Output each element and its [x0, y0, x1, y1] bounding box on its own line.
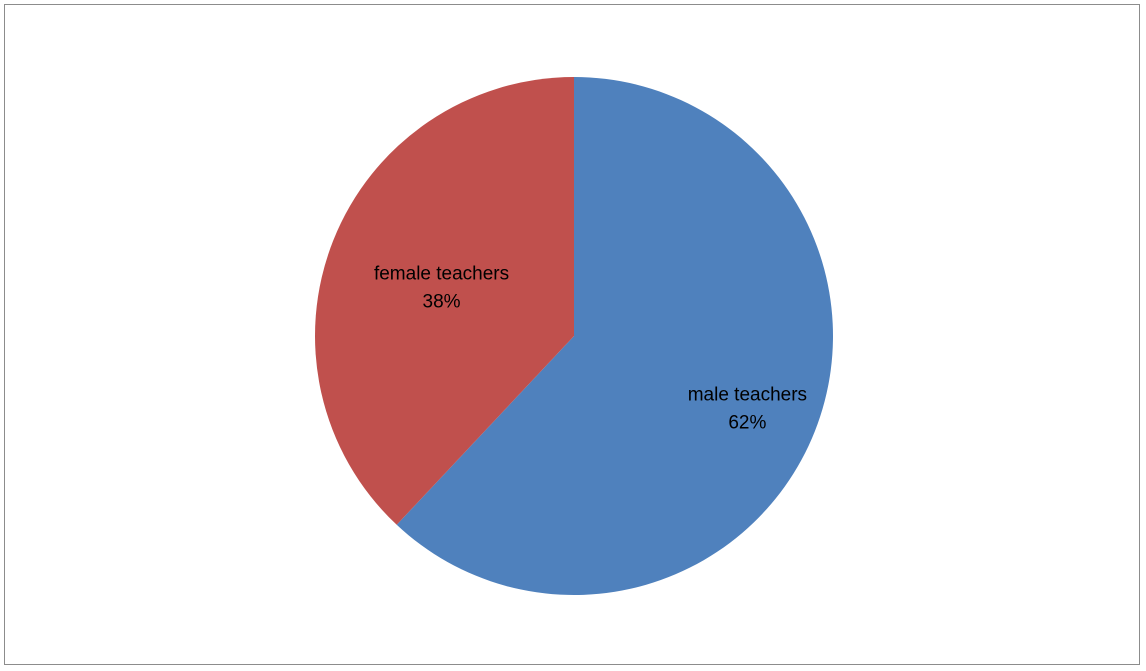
chart-area: male teachers 62% female teachers 38% — [4, 4, 1140, 665]
slice-percent-female-teachers: 38% — [423, 292, 461, 313]
pie-slice-female-teachers — [315, 77, 574, 525]
pie-chart: male teachers 62% female teachers 38% — [315, 77, 834, 595]
pie-slice-male-teachers — [396, 77, 834, 595]
slices-layer — [315, 77, 834, 595]
slice-label-male-teachers: male teachers — [688, 385, 807, 406]
slice-percent-male-teachers: 62% — [728, 413, 766, 434]
slice-label-female-teachers: female teachers — [374, 264, 509, 285]
labels-layer: male teachers 62% female teachers 38% — [374, 264, 807, 434]
